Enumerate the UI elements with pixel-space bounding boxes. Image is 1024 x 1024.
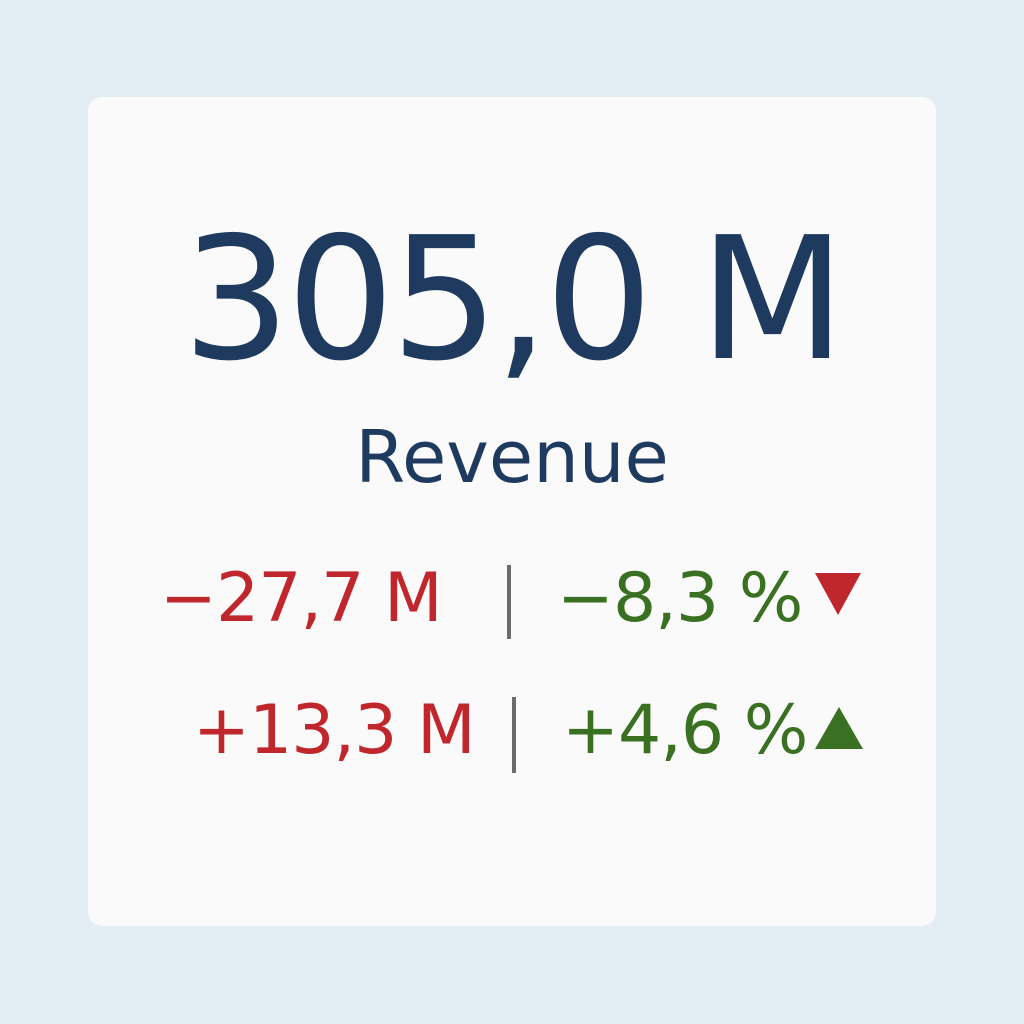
delta-absolute-1: −27,7 M: [160, 559, 443, 638]
separator-2: [512, 697, 516, 773]
kpi-card: [88, 97, 936, 926]
delta-percent-2: +4,6 %: [562, 691, 808, 770]
separator-1: [507, 565, 511, 639]
triangle-up-icon: [815, 707, 863, 749]
delta-absolute-2: +13,3 M: [193, 691, 476, 770]
delta-percent-1: −8,3 %: [557, 559, 803, 638]
kpi-label: Revenue: [355, 415, 669, 499]
kpi-value: 305,0 M: [182, 201, 845, 399]
triangle-down-icon: [815, 573, 861, 615]
